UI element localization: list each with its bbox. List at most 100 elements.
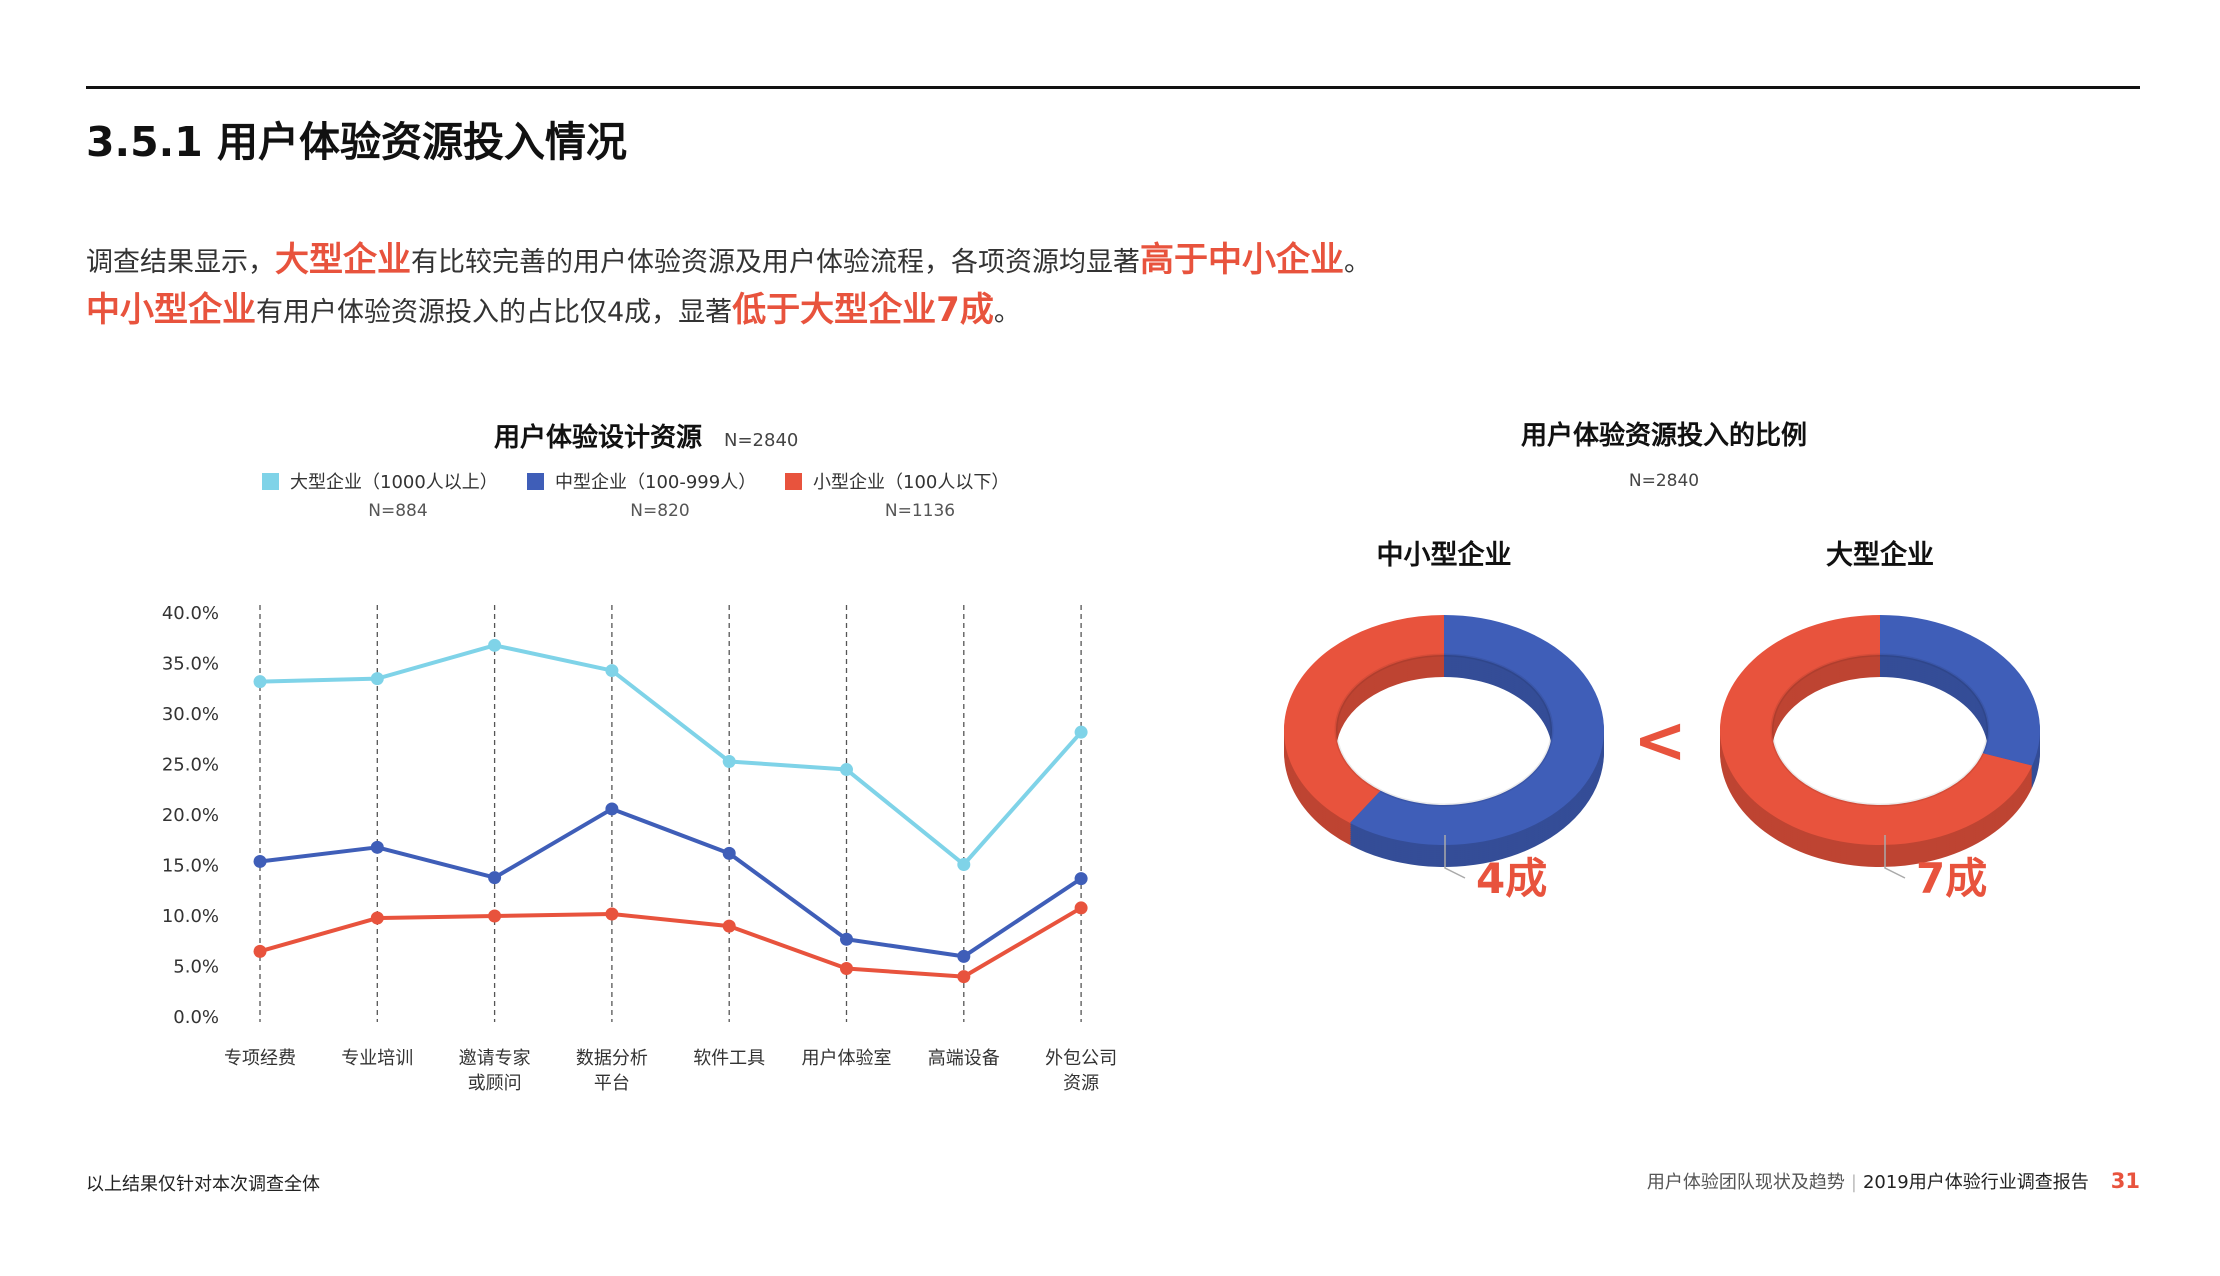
data-point xyxy=(370,911,384,925)
series-line-2 xyxy=(259,906,1083,979)
footer-report-title: 2019用户体验行业调查报告 xyxy=(1862,1172,2089,1193)
compare-symbol: < xyxy=(1633,704,1687,778)
y-axis: 0.0% 5.0% 10.0% 15.0% 20.0% 25.0% 30.0% 35.0% 40… xyxy=(162,603,219,1028)
summary-text: 。 xyxy=(993,297,1021,328)
donut-sme xyxy=(1284,615,1605,867)
summary-text: 。 xyxy=(1344,247,1371,278)
donut-remainder-segment xyxy=(1349,615,1605,845)
summary-highlight: 大型企业 xyxy=(275,240,411,280)
data-point xyxy=(722,919,736,933)
data-point xyxy=(722,754,736,768)
legend-label-large: 大型企业（1000人以上） xyxy=(290,472,498,493)
data-point xyxy=(370,672,384,686)
summary-text: 有用户体验资源投入的占比仅4成，显著 xyxy=(256,297,733,328)
data-point xyxy=(1074,725,1088,739)
summary-line-2: 中小型企业有用户体验资源投入的占比仅4成，显著低于大型企业7成。 xyxy=(86,282,2140,331)
x-tick-label: 平台 xyxy=(594,1073,630,1094)
legend-n-medium: N=820 xyxy=(630,501,689,521)
x-tick-label: 数据分析 xyxy=(576,1048,648,1069)
data-point xyxy=(370,840,384,854)
y-tick-label: 5.0% xyxy=(173,957,219,978)
legend-n-large: N=884 xyxy=(368,501,427,521)
x-tick-label: 或顾问 xyxy=(468,1073,522,1094)
summary-highlight: 中小型企业 xyxy=(86,290,256,330)
data-point xyxy=(253,944,267,958)
data-point xyxy=(605,907,619,921)
x-tick-label: 专项经费 xyxy=(224,1048,296,1069)
summary-text: 调查结果显示， xyxy=(86,247,275,278)
data-point xyxy=(722,846,736,860)
callout-line-sme xyxy=(1444,835,1466,879)
legend-label-medium: 中型企业（100-999人） xyxy=(555,472,756,493)
donut-title-sme: 中小型企业 xyxy=(1377,539,1512,571)
data-point xyxy=(488,871,502,885)
legend-swatch-medium xyxy=(527,473,544,490)
summary-line-1: 调查结果显示，大型企业有比较完善的用户体验资源及用户体验流程，各项资源均显著高于… xyxy=(86,232,2140,281)
chart-n-label: N=2840 xyxy=(724,430,798,451)
y-tick-label: 15.0% xyxy=(162,856,219,877)
data-point xyxy=(1074,901,1088,915)
data-point xyxy=(840,962,853,976)
top-rule xyxy=(86,86,2140,89)
series-layer xyxy=(253,638,1088,984)
summary-highlight: 低于大型企业7成 xyxy=(732,290,994,330)
data-point xyxy=(957,857,971,871)
page-number: 31 xyxy=(2110,1169,2140,1193)
data-point xyxy=(957,949,971,963)
y-tick-label: 30.0% xyxy=(162,704,219,725)
footer-note: 以上结果仅针对本次调查全体 xyxy=(86,1174,320,1195)
data-point xyxy=(488,638,502,652)
data-point xyxy=(840,932,853,946)
y-tick-label: 20.0% xyxy=(162,805,219,826)
donut-share-segment xyxy=(1720,615,2033,845)
donut-label-large: 7成 xyxy=(1916,854,1987,903)
x-tick-label: 外包公司 xyxy=(1045,1048,1117,1069)
x-tick-label: 资源 xyxy=(1063,1073,1099,1094)
data-point xyxy=(488,909,502,923)
chart-title: 用户体验设计资源 xyxy=(494,422,702,453)
donut-title-large: 大型企业 xyxy=(1826,539,1934,571)
y-tick-label: 10.0% xyxy=(162,906,219,927)
summary-text: 有比较完善的用户体验资源及用户体验流程，各项资源均显著 xyxy=(411,247,1140,278)
series-line-0 xyxy=(259,643,1083,867)
section-title: 3.5.1 用户体验资源投入情况 xyxy=(86,118,628,166)
footer-report: 用户体验团队现状及趋势 | 2019用户体验行业调查报告 31 xyxy=(1647,1168,2140,1194)
chart-legend: 大型企业（1000人以上） N=884 中型企业（100-999人） N=820… xyxy=(262,472,1009,521)
footer-separator: | xyxy=(1850,1172,1857,1193)
donut-remainder-segment xyxy=(1880,615,2040,766)
y-tick-label: 0.0% xyxy=(173,1007,219,1028)
data-point xyxy=(605,664,619,678)
donut-hole-edge xyxy=(1770,653,1990,807)
y-tick-label: 40.0% xyxy=(162,603,219,624)
footer-section-name: 用户体验团队现状及趋势 xyxy=(1646,1172,1845,1193)
x-tick-label: 邀请专家 xyxy=(459,1048,531,1069)
x-tick-label: 高端设备 xyxy=(928,1048,1000,1069)
donut-label-sme: 4成 xyxy=(1476,854,1547,903)
donut-n-label: N=2840 xyxy=(1629,471,1699,491)
legend-swatch-large xyxy=(262,473,279,490)
data-point xyxy=(605,802,619,816)
donut-share-segment xyxy=(1284,615,1444,824)
series-line-1 xyxy=(259,806,1083,959)
summary-highlight: 高于中小企业 xyxy=(1140,240,1344,280)
data-point xyxy=(253,854,267,868)
category-gridlines xyxy=(259,605,1082,1022)
y-tick-label: 35.0% xyxy=(162,654,219,675)
data-point xyxy=(840,763,853,777)
legend-n-small: N=1136 xyxy=(885,501,955,521)
data-point xyxy=(957,970,971,984)
donut-large xyxy=(1719,615,2040,867)
legend-label-small: 小型企业（100人以下） xyxy=(813,472,1009,493)
y-tick-label: 25.0% xyxy=(162,755,219,776)
data-point xyxy=(253,675,267,689)
x-tick-label: 用户体验室 xyxy=(802,1048,892,1069)
donut-section-title: 用户体验资源投入的比例 xyxy=(1521,420,1807,451)
callout-line-large xyxy=(1884,835,1906,879)
x-tick-label: 软件工具 xyxy=(693,1048,765,1069)
data-point xyxy=(1074,872,1088,886)
donut-hole-edge xyxy=(1334,653,1554,807)
legend-swatch-small xyxy=(785,473,802,490)
x-tick-label: 专业培训 xyxy=(341,1048,413,1069)
